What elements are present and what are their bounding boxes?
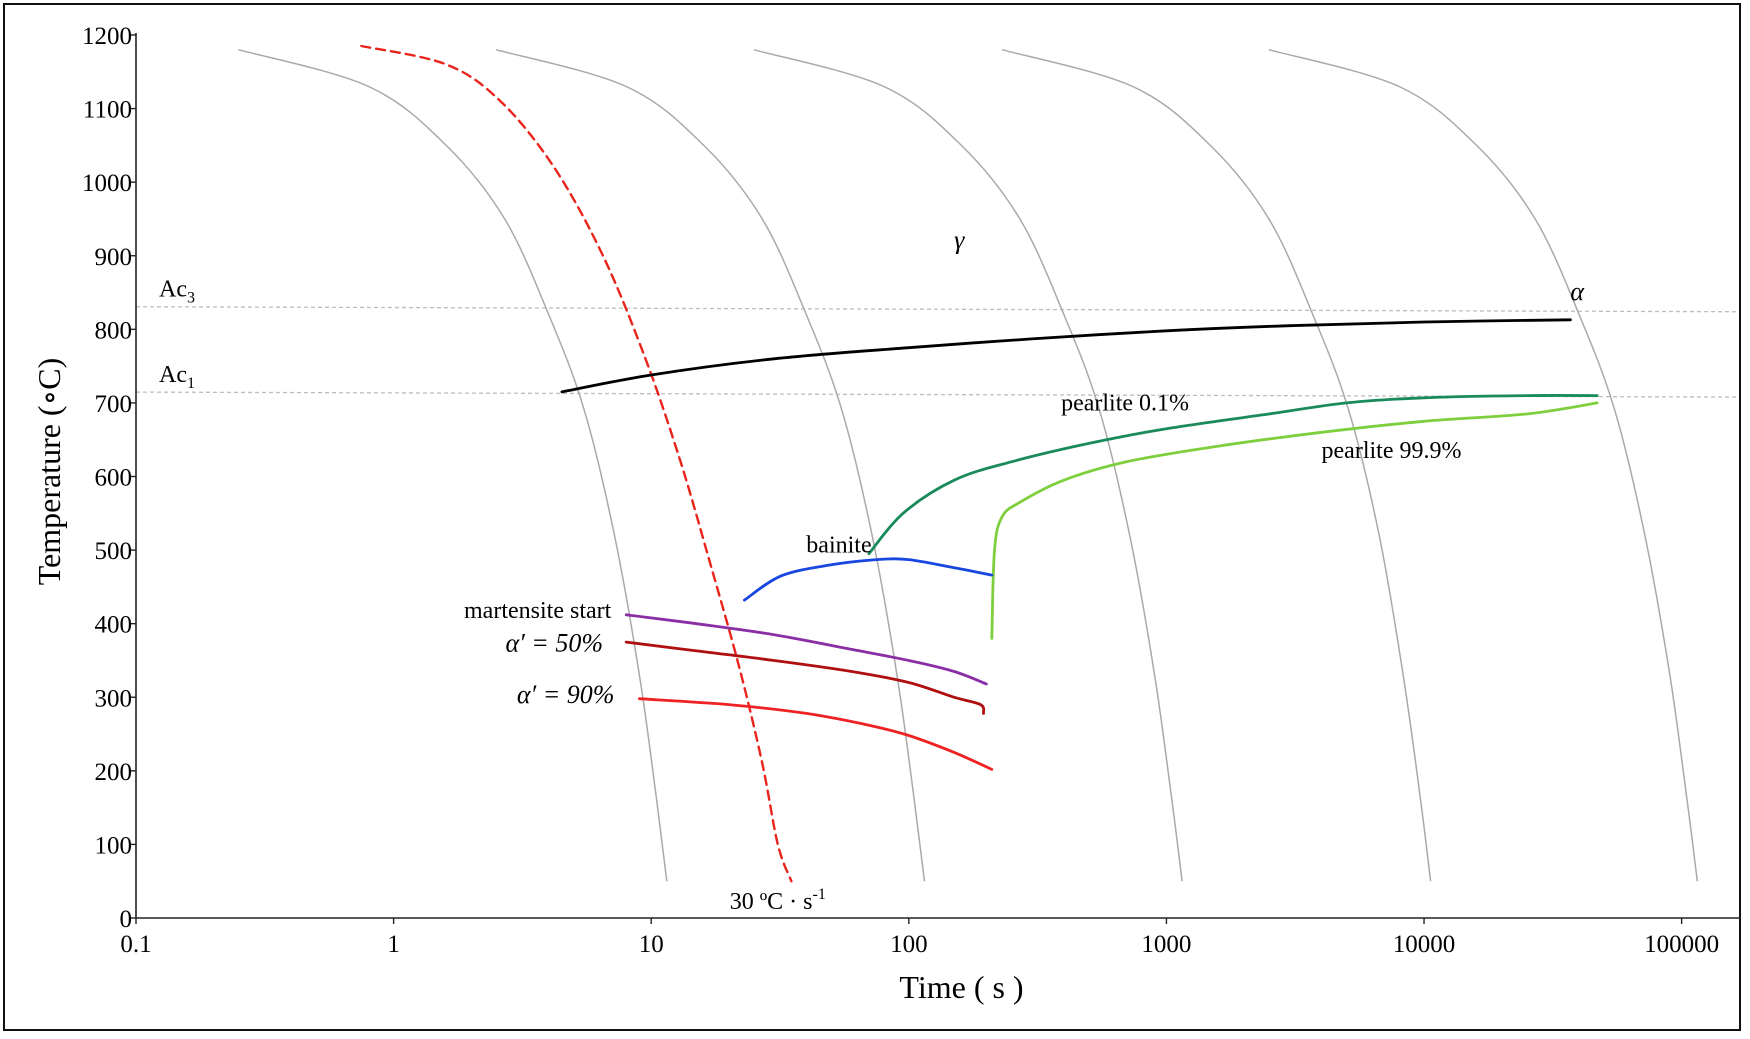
refline-ac3 — [135, 306, 1740, 313]
reference-lines: Ac3 Ac1 — [135, 277, 1740, 398]
series-50 — [624, 640, 986, 715]
bainite-label: bainite — [806, 532, 871, 558]
x-tick-label-0: 0.1 — [120, 931, 151, 958]
y-tick-label-10: 1000 — [82, 170, 132, 197]
cooling-4-curve — [1001, 48, 1432, 882]
y-tick-label-1: 100 — [95, 832, 133, 859]
series-bainite — [743, 557, 994, 602]
annotations: γ α pearlite 0.1% pearlite 99.9% bainite mart… — [464, 225, 1585, 915]
cooling-rate-label: 30 ºC · s-1 — [730, 886, 826, 915]
series-pearlite-99-9 — [990, 401, 1599, 640]
cooling-1-curve — [238, 48, 668, 882]
chart-frame: Ac3 Ac1 0.1 1 10 100 1000 10000 100000 0 100 200 30… — [3, 3, 1741, 1031]
alpha-prime-90-label: α′ = 90% — [517, 680, 615, 709]
cooling-5-curve — [1268, 48, 1699, 882]
y-tick-label-4: 400 — [95, 612, 133, 639]
y-tick-label-2: 200 — [95, 759, 133, 786]
cct-diagram: Ac3 Ac1 0.1 1 10 100 1000 10000 100000 0 100 200 30… — [31, 23, 1741, 1005]
y-tick-label-11: 1100 — [83, 97, 132, 124]
y-tick-label-9: 900 — [95, 244, 133, 271]
refline-ac1 — [135, 391, 1740, 398]
x-tick-label-3: 100 — [890, 931, 928, 958]
gamma-label: γ — [954, 225, 965, 254]
cooling-2-curve — [495, 48, 926, 882]
alpha-label: α — [1570, 277, 1585, 306]
series-martensite-start — [624, 613, 988, 686]
alpha-prime-50-label: α′ = 50% — [505, 629, 603, 658]
y-tick-label-8: 800 — [95, 317, 133, 344]
refline-label-ac3: Ac3 — [159, 277, 195, 307]
y-tick-label-6: 600 — [95, 465, 133, 492]
pearlite-01-label: pearlite 0.1% — [1061, 390, 1189, 416]
series-ferrite-start — [560, 318, 1572, 394]
y-tick-label-0: 0 — [120, 906, 133, 933]
x-tick-label-2: 10 — [639, 931, 664, 958]
x-tick-label-1: 1 — [387, 931, 400, 958]
y-tick-label-3: 300 — [95, 685, 133, 712]
series-30-c-s-1-cooling — [360, 44, 793, 883]
x-tick-label-5: 10000 — [1393, 931, 1456, 958]
transformation-curves — [360, 44, 1599, 883]
y-tick-label-5: 500 — [95, 538, 133, 565]
pearlite-999-label: pearlite 99.9% — [1322, 438, 1462, 464]
cooling-curves — [238, 48, 1699, 882]
series-90 — [638, 697, 994, 771]
martensite-start-label: martensite start — [464, 598, 612, 624]
y-tick-label-12: 1200 — [82, 23, 132, 50]
cooling-3-curve — [753, 48, 1183, 882]
y-tick-label-7: 700 — [95, 391, 133, 418]
refline-label-ac1: Ac1 — [159, 362, 195, 392]
axes: 0.1 1 10 100 1000 10000 100000 0 100 200 300 400 500… — [31, 23, 1741, 1005]
x-tick-label-4: 1000 — [1141, 931, 1191, 958]
x-tick-label-6: 100000 — [1644, 931, 1719, 958]
series-pearlite-0-1 — [867, 394, 1599, 556]
y-axis-title: Temperature (∘C) — [31, 358, 67, 586]
x-axis-title: Time ( s ) — [899, 969, 1023, 1005]
